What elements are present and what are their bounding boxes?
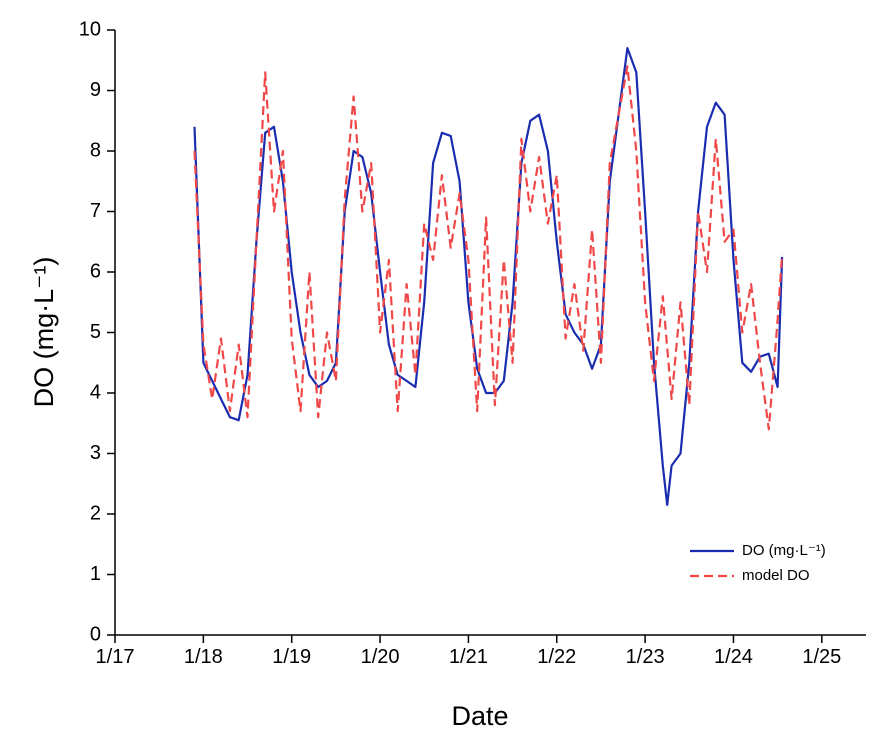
- x-tick-label: 1/23: [626, 646, 665, 668]
- y-axis-label: DO (mg·L⁻¹): [29, 257, 59, 408]
- x-axis-label: Date: [451, 701, 508, 731]
- y-tick-label: 1: [90, 563, 101, 585]
- y-tick-label: 4: [90, 381, 101, 403]
- x-tick-label: 1/18: [184, 646, 223, 668]
- legend-label: DO (mg·L⁻¹): [742, 542, 826, 559]
- x-tick-label: 1/17: [96, 646, 135, 668]
- y-tick-label: 7: [90, 200, 101, 222]
- x-tick-label: 1/25: [802, 646, 841, 668]
- y-tick-label: 3: [90, 442, 101, 464]
- y-tick-label: 5: [90, 321, 101, 343]
- y-tick-label: 10: [79, 18, 101, 40]
- x-tick-label: 1/19: [272, 646, 311, 668]
- legend-label: model DO: [742, 567, 810, 584]
- y-tick-label: 9: [90, 79, 101, 101]
- series-line: [193, 65, 784, 431]
- y-tick-label: 2: [90, 502, 101, 524]
- y-tick-label: 6: [90, 260, 101, 282]
- x-tick-label: 1/21: [449, 646, 488, 668]
- y-tick-label: 0: [90, 623, 101, 645]
- x-tick-label: 1/20: [361, 646, 400, 668]
- y-tick-label: 8: [90, 139, 101, 161]
- x-tick-label: 1/24: [714, 646, 753, 668]
- x-tick-label: 1/22: [537, 646, 576, 668]
